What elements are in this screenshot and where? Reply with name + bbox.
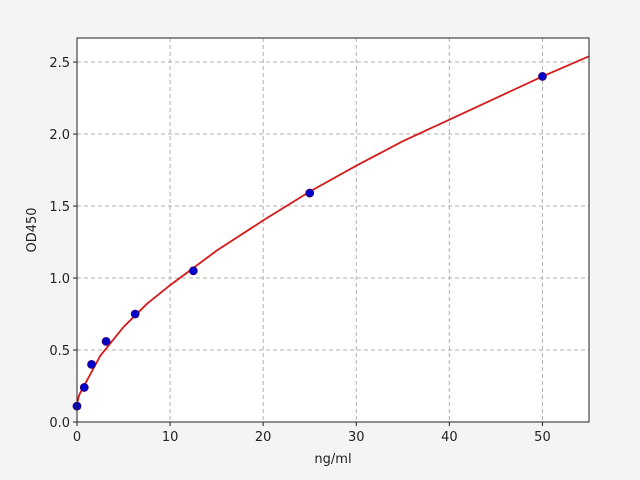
x-tick-label: 30 — [348, 430, 365, 445]
x-axis-label: ng/ml — [314, 452, 351, 467]
y-tick-label: 1.5 — [49, 200, 70, 215]
y-tick-label: 0.5 — [49, 344, 70, 359]
data-point — [305, 188, 315, 198]
y-tick-label: 2.5 — [49, 56, 70, 71]
y-tick-label: 0.0 — [49, 416, 70, 431]
plot-frame — [76, 37, 590, 423]
x-tick-label: 0 — [73, 430, 81, 445]
data-point — [188, 266, 198, 276]
y-tick-label: 2.0 — [49, 128, 70, 143]
fit-curve — [76, 55, 590, 404]
y-tick-label: 1.0 — [49, 272, 70, 287]
data-point — [79, 383, 89, 392]
x-tick-label: 20 — [255, 430, 272, 445]
x-tick-label: 50 — [534, 430, 551, 445]
data-point — [87, 360, 96, 369]
data-point — [130, 309, 140, 319]
data-point — [538, 72, 547, 81]
data-point — [101, 336, 111, 346]
x-tick-label: 40 — [441, 430, 458, 445]
y-axis-label: OD450 — [25, 207, 40, 252]
plot-area — [77, 38, 589, 422]
x-tick-label: 10 — [162, 430, 179, 445]
